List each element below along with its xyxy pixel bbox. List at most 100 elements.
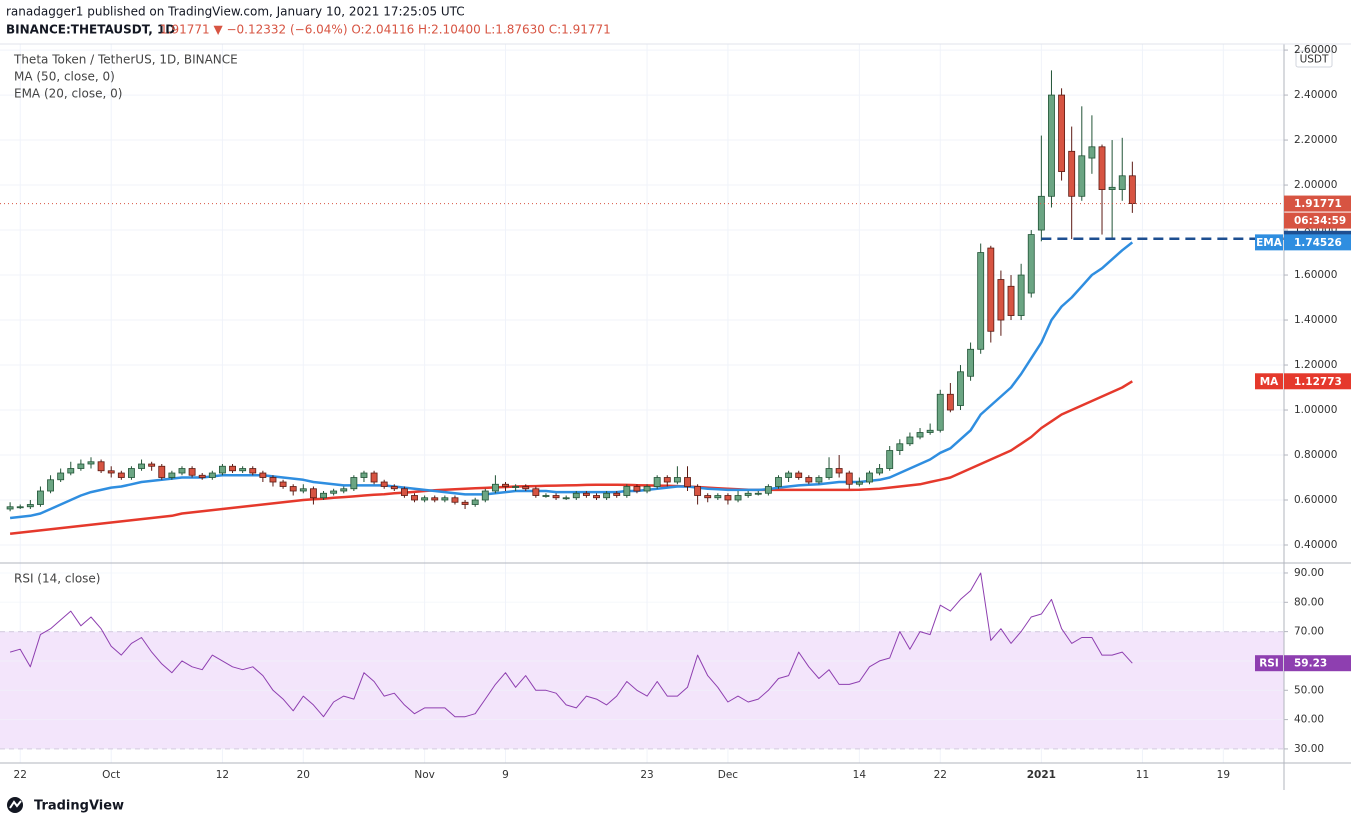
candle-body xyxy=(714,495,722,499)
rsi-y-tick-label: 30.00 xyxy=(1294,743,1324,755)
candle-body xyxy=(562,497,570,500)
ma-tag: 1.12773 xyxy=(1294,376,1342,388)
candle-body xyxy=(320,492,327,499)
candle-body xyxy=(360,472,368,478)
candle-body xyxy=(1068,150,1076,197)
countdown-box xyxy=(1284,212,1351,229)
candle-body xyxy=(1058,94,1066,172)
x-tick-label: Nov xyxy=(414,769,435,781)
ma-tag: 1.74526 xyxy=(1294,237,1342,249)
candle-body xyxy=(957,371,964,406)
rsi-y-tick-label: 50.00 xyxy=(1294,684,1324,696)
candle-body xyxy=(229,465,236,472)
rsi-tag-word: RSI xyxy=(1259,658,1279,670)
candle-body xyxy=(1037,195,1045,231)
x-tick-label: Oct xyxy=(102,769,120,781)
candle-body xyxy=(461,501,469,505)
candle-body xyxy=(67,468,75,474)
candle-body xyxy=(734,495,742,501)
countdown: 06:34:59 xyxy=(1294,215,1346,227)
candle-body xyxy=(967,348,975,377)
candle-body xyxy=(663,477,671,483)
candle-body xyxy=(259,472,267,478)
candle-body xyxy=(148,463,156,467)
symbol: BINANCE:THETAUSDT, 1D xyxy=(6,23,175,37)
candle-body xyxy=(623,486,631,496)
candle-body xyxy=(724,495,732,501)
candle-body xyxy=(582,492,590,496)
candle-body xyxy=(6,506,14,510)
y-tick-label: 2.40000 xyxy=(1294,89,1337,101)
candle-body xyxy=(87,461,95,465)
candle-body xyxy=(380,481,388,487)
candle-body xyxy=(1048,94,1055,197)
candle-body xyxy=(694,486,702,496)
x-tick-label: 23 xyxy=(640,769,653,781)
candle-body xyxy=(552,495,560,499)
candle-body xyxy=(289,486,297,492)
candle-body xyxy=(815,477,823,483)
candle-body xyxy=(1128,175,1136,204)
candle-body xyxy=(946,393,954,411)
y-tick-label: 0.80000 xyxy=(1294,449,1337,461)
brand: TradingView xyxy=(34,799,124,814)
candle-body xyxy=(1027,234,1035,294)
candle-body xyxy=(47,479,54,492)
x-tick-label: 12 xyxy=(216,769,229,781)
candle-body xyxy=(451,497,459,503)
rsi-y-tick-label: 90.00 xyxy=(1294,567,1324,579)
candle-body xyxy=(441,497,449,501)
ma-tag-word: MA xyxy=(1260,376,1279,388)
candle-body xyxy=(835,468,843,474)
rsi-y-tick-label: 80.00 xyxy=(1294,596,1324,608)
candle-body xyxy=(97,461,105,472)
candle-body xyxy=(1118,175,1126,190)
candle-body xyxy=(117,472,125,478)
legend-rsi: RSI (14, close) xyxy=(14,572,100,586)
candle-body xyxy=(471,499,479,505)
candle-body xyxy=(57,472,65,481)
candle-body xyxy=(370,472,378,483)
candle-body xyxy=(168,472,176,478)
x-tick-label: 11 xyxy=(1136,769,1149,781)
ma-tag-word-box xyxy=(1255,234,1283,251)
candle-body xyxy=(208,472,216,478)
rsi-y-tick-label: 40.00 xyxy=(1294,714,1324,726)
candle-body xyxy=(785,472,793,478)
candle-body xyxy=(188,468,196,476)
x-tick-label: 22 xyxy=(14,769,27,781)
candle-body xyxy=(512,486,520,488)
overlay xyxy=(0,203,1284,241)
last-price-tag: 1.91771 xyxy=(1294,198,1342,210)
chart-title: Theta Token / TetherUS, 1D, BINANCE xyxy=(13,53,238,67)
candle-body xyxy=(542,495,550,497)
quote: 1.91771 ▼ −0.12332 (−6.04%) O:2.04116 H:… xyxy=(160,23,611,37)
candle-body xyxy=(431,497,439,501)
candle-body xyxy=(421,497,429,501)
candle-body xyxy=(855,481,863,485)
candle-body xyxy=(987,247,995,332)
y-tick-label: 1.00000 xyxy=(1294,404,1337,416)
y-tick-label: 2.20000 xyxy=(1294,134,1337,146)
legend-ma: MA (50, close, 0) xyxy=(14,70,115,84)
candle-body xyxy=(299,488,307,492)
candle-body xyxy=(390,486,398,490)
candle-body xyxy=(795,472,803,478)
candle-body xyxy=(127,468,135,478)
candle-body xyxy=(1108,186,1116,190)
candle-body xyxy=(279,481,287,487)
candle-body xyxy=(1017,274,1025,316)
candle-body xyxy=(178,468,186,474)
candle-body xyxy=(77,463,85,469)
candle-body xyxy=(239,468,247,472)
y-tick-label: 0.60000 xyxy=(1294,494,1337,506)
candle-body xyxy=(916,432,924,438)
last-price-tag-box xyxy=(1284,195,1351,212)
candle-body xyxy=(481,490,489,501)
candle-body xyxy=(744,492,752,496)
candle-body xyxy=(876,468,884,474)
rsi-y-tick-label: 70.00 xyxy=(1294,626,1324,638)
y-tick-label: 2.60000 xyxy=(1294,44,1337,56)
rsi-tag-word-box xyxy=(1255,655,1283,672)
candle-body xyxy=(926,429,934,433)
